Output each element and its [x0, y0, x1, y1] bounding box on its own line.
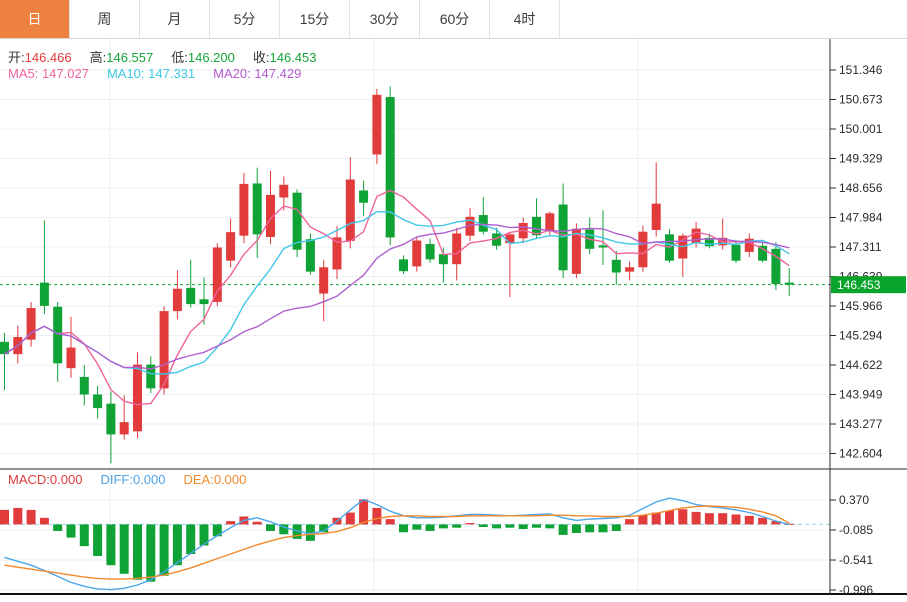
svg-text:-0.541: -0.541: [839, 553, 873, 567]
current-price-tag: [831, 276, 906, 294]
svg-text:-0.085: -0.085: [839, 523, 873, 537]
ohlc-readout: 开:146.466 高:146.557 低:146.200 收:146.453: [8, 47, 317, 66]
svg-text:-0.996: -0.996: [839, 583, 873, 597]
svg-text:145.966: 145.966: [839, 299, 883, 313]
macd-row-item-2: DEA:0.000: [183, 472, 247, 487]
tab-period-4[interactable]: 15分: [280, 0, 350, 38]
tab-period-5[interactable]: 30分: [350, 0, 420, 38]
svg-text:151.346: 151.346: [839, 63, 883, 77]
ohlc-row-item-3: 收:146.453: [252, 50, 317, 65]
svg-text:143.277: 143.277: [839, 417, 883, 431]
svg-text:0.370: 0.370: [839, 493, 869, 507]
tab-period-2[interactable]: 月: [140, 0, 210, 38]
svg-text:144.622: 144.622: [839, 358, 883, 372]
tab-period-1[interactable]: 周: [70, 0, 140, 38]
ma-row-item-2: MA20: 147.429: [213, 66, 302, 81]
macd-readout: MACD:0.000 DIFF:0.000 DEA:0.000: [8, 472, 246, 487]
macd-row-item-0: MACD:0.000: [8, 472, 83, 487]
svg-text:147.311: 147.311: [839, 240, 882, 254]
macd-row-item-1: DIFF:0.000: [100, 472, 166, 487]
ohlc-row-item-1: 高:146.557: [89, 50, 154, 65]
svg-text:150.001: 150.001: [839, 122, 883, 136]
svg-text:145.294: 145.294: [839, 329, 883, 343]
ohlc-row-item-2: 低:146.200: [171, 50, 235, 65]
tab-period-7[interactable]: 4时: [490, 0, 560, 38]
ma-row-item-1: MA10: 147.331: [106, 66, 196, 81]
tab-period-6[interactable]: 60分: [420, 0, 490, 38]
period-tabbar: 日周月 5分 15分 30分 60分 4时: [0, 0, 907, 39]
svg-text:143.949: 143.949: [839, 388, 883, 402]
ohlc-row-item-0: 开:146.466: [8, 50, 72, 65]
svg-text:149.329: 149.329: [839, 152, 883, 166]
svg-text:148.656: 148.656: [839, 181, 883, 195]
tab-period-3[interactable]: 5分: [210, 0, 280, 38]
svg-text:150.673: 150.673: [839, 93, 883, 107]
ma-readout: MA5: 147.027 MA10: 147.331 MA20: 147.429: [8, 66, 301, 81]
svg-text:142.604: 142.604: [839, 447, 883, 461]
current-price-tag-value: 146.453: [837, 278, 881, 292]
tab-period-0[interactable]: 日: [0, 0, 70, 38]
svg-text:147.984: 147.984: [839, 211, 883, 225]
ma-row-item-0: MA5: 147.027: [8, 66, 89, 81]
